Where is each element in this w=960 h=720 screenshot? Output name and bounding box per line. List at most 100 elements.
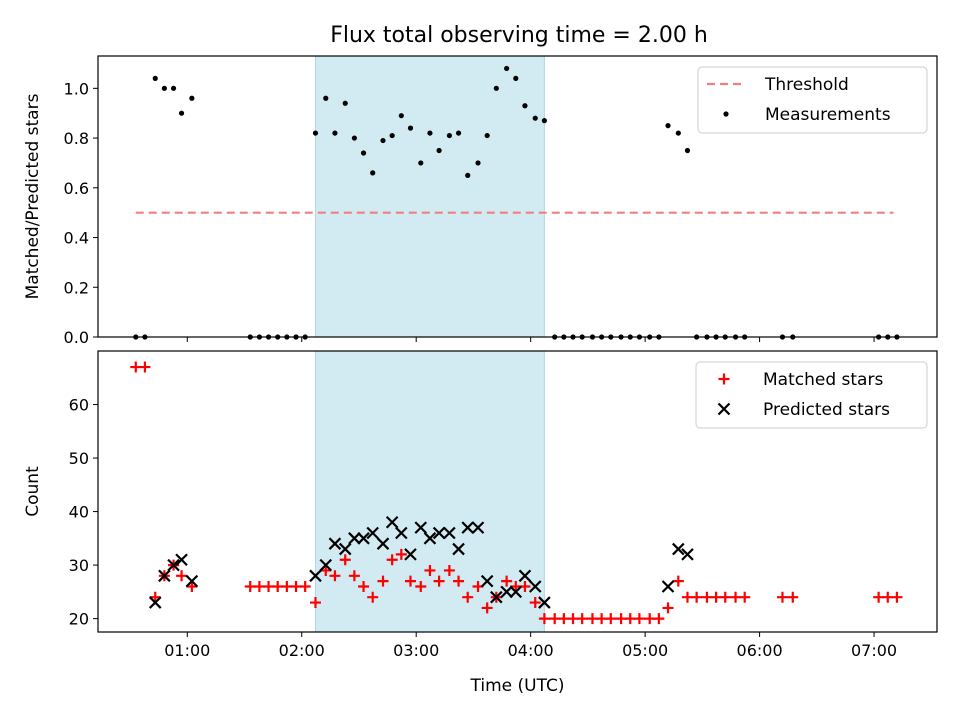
data-point — [176, 570, 188, 582]
data-point — [407, 125, 414, 131]
data-point — [338, 542, 352, 556]
data-point — [891, 591, 903, 603]
data-point — [319, 558, 333, 572]
data-point — [152, 75, 158, 81]
data-point — [719, 591, 731, 603]
y-tick-label: 0.0 — [64, 328, 89, 347]
data-point — [633, 613, 645, 625]
data-point — [529, 597, 541, 609]
data-point — [446, 132, 452, 139]
data-point — [681, 548, 694, 561]
data-point — [358, 581, 370, 593]
x-tick-label: 06:00 — [737, 641, 783, 660]
data-point — [452, 542, 465, 556]
data-point — [161, 85, 167, 91]
data-point — [672, 575, 684, 587]
data-point — [455, 130, 462, 136]
data-point — [385, 515, 399, 529]
data-point — [480, 574, 494, 588]
data-point — [672, 542, 685, 556]
data-point — [139, 361, 151, 373]
data-point — [484, 132, 490, 139]
data-point — [432, 526, 446, 540]
legend-marker — [717, 402, 731, 416]
data-point — [170, 85, 177, 91]
data-point — [661, 580, 675, 593]
data-point — [329, 570, 341, 582]
chart-title: Flux total observing time = 2.00 h — [330, 23, 708, 48]
data-point — [541, 118, 547, 124]
data-point — [332, 130, 338, 136]
legend-label: Threshold — [764, 75, 849, 95]
legend-label: Measurements — [765, 105, 891, 125]
data-point — [389, 132, 395, 139]
legend-marker — [718, 373, 730, 385]
data-point — [462, 591, 474, 603]
data-point — [522, 103, 528, 109]
data-point — [776, 591, 788, 603]
x-tick-label: 03:00 — [393, 641, 439, 660]
data-point — [323, 95, 329, 101]
data-point — [348, 570, 360, 582]
data-point — [675, 130, 681, 136]
x-tick-label: 04:00 — [508, 641, 554, 660]
bottom-panel: 01:00 02:00 03:00 04:00 05:00 06:00 07:00 20 30 4… — [23, 350, 938, 696]
legend-marker — [723, 111, 729, 117]
y-tick-label: 30 — [69, 556, 89, 575]
data-point — [386, 554, 398, 566]
data-point — [376, 537, 390, 550]
data-point — [653, 613, 665, 625]
y-tick-label: 50 — [69, 449, 89, 468]
data-point — [377, 575, 389, 587]
data-point — [684, 147, 691, 154]
data-point — [500, 585, 513, 599]
data-point — [395, 526, 408, 540]
data-point — [532, 115, 538, 121]
data-point — [605, 613, 617, 625]
data-point — [158, 569, 171, 583]
data-point — [357, 532, 370, 545]
data-point — [404, 548, 417, 561]
data-point — [309, 597, 321, 609]
data-point — [312, 130, 319, 136]
data-point — [518, 569, 532, 583]
data-point — [465, 172, 471, 178]
data-point — [513, 75, 519, 81]
data-point — [398, 113, 404, 119]
x-tick-label: 05:00 — [622, 641, 668, 660]
data-point — [367, 591, 379, 603]
data-point — [427, 130, 433, 136]
x-axis-label: Time (UTC) — [470, 676, 565, 696]
data-point — [739, 591, 751, 603]
data-point — [309, 569, 322, 583]
data-point — [504, 65, 510, 72]
data-point — [339, 554, 351, 566]
data-point — [415, 581, 427, 593]
legend-label: Predicted stars — [763, 400, 890, 420]
data-point — [414, 521, 428, 534]
legend-frame — [697, 66, 928, 134]
data-point — [453, 575, 465, 587]
x-tick-label: 07:00 — [851, 641, 897, 660]
data-point — [360, 150, 367, 156]
data-point — [404, 575, 416, 587]
data-point — [178, 110, 185, 116]
y-tick-label: 0.6 — [64, 179, 89, 198]
y-tick-label: 20 — [69, 610, 89, 629]
y-tick-label: 1.0 — [64, 79, 89, 98]
data-point — [443, 564, 455, 576]
observing-span — [314, 55, 545, 338]
legend-label: Matched stars — [763, 370, 883, 390]
data-point — [342, 100, 348, 106]
series-matched-stars — [130, 361, 903, 625]
data-point — [471, 521, 485, 534]
data-point — [424, 564, 436, 576]
data-point — [186, 581, 198, 593]
data-point — [366, 526, 379, 540]
y-tick-label: 40 — [69, 503, 89, 522]
data-point — [576, 613, 588, 625]
data-point — [538, 613, 550, 625]
data-point — [443, 526, 456, 540]
data-point — [461, 521, 474, 534]
